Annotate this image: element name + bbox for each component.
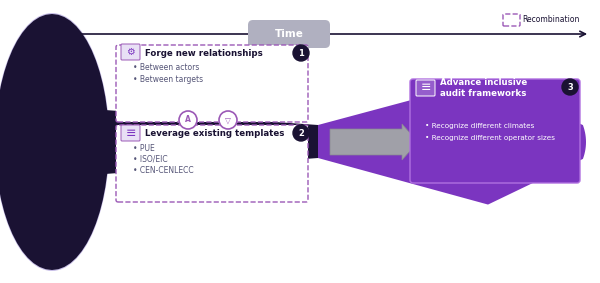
Ellipse shape: [0, 13, 110, 271]
Circle shape: [293, 125, 309, 141]
Text: ≡: ≡: [420, 82, 431, 95]
FancyBboxPatch shape: [416, 80, 435, 96]
Circle shape: [219, 111, 237, 129]
FancyBboxPatch shape: [116, 125, 308, 202]
Text: ≡: ≡: [125, 127, 136, 140]
FancyBboxPatch shape: [248, 20, 330, 48]
Text: • CEN-CENLECC: • CEN-CENLECC: [133, 166, 194, 175]
Circle shape: [562, 79, 578, 95]
FancyBboxPatch shape: [116, 45, 308, 122]
FancyArrow shape: [330, 124, 418, 160]
Text: Recombination: Recombination: [522, 16, 580, 25]
Text: ⚙: ⚙: [126, 47, 135, 57]
Text: Advance inclusive
audit frameworks: Advance inclusive audit frameworks: [440, 78, 527, 98]
FancyBboxPatch shape: [410, 79, 580, 183]
Text: A: A: [185, 115, 191, 125]
Text: • Recognize different operator sizes: • Recognize different operator sizes: [425, 135, 555, 141]
Text: • Between targets: • Between targets: [133, 75, 203, 84]
FancyBboxPatch shape: [121, 125, 140, 141]
Polygon shape: [0, 14, 318, 270]
Text: • PUE: • PUE: [133, 144, 155, 153]
Text: ▽: ▽: [225, 115, 231, 125]
Text: 1: 1: [298, 48, 304, 57]
FancyBboxPatch shape: [121, 44, 140, 60]
Text: 2: 2: [298, 128, 304, 138]
Text: Leverage existing templates: Leverage existing templates: [145, 128, 284, 138]
Text: Time: Time: [275, 29, 304, 39]
Text: 3: 3: [567, 83, 573, 91]
Circle shape: [293, 45, 309, 61]
Text: • Recognize different climates: • Recognize different climates: [425, 123, 535, 129]
Text: Forge new relationships: Forge new relationships: [145, 48, 263, 57]
Polygon shape: [318, 80, 586, 205]
Text: • Between actors: • Between actors: [133, 63, 199, 72]
Circle shape: [179, 111, 197, 129]
Text: • ISO/EIC: • ISO/EIC: [133, 155, 167, 164]
